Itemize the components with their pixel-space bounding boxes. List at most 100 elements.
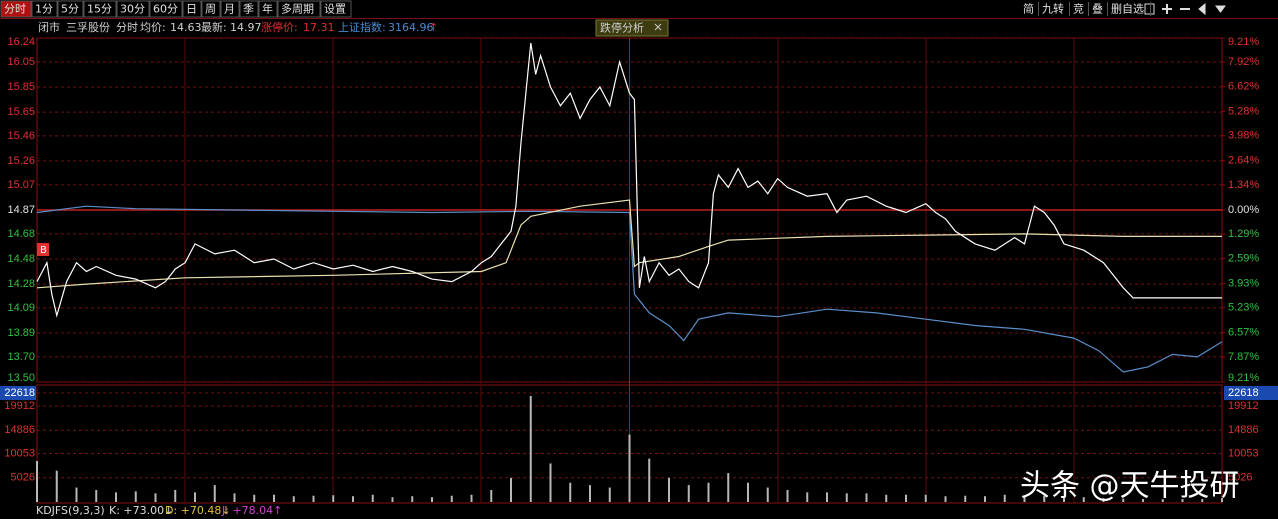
volume-bar xyxy=(786,489,789,502)
volume-bar xyxy=(687,485,690,502)
y-tick-label: 14.48 xyxy=(7,253,35,265)
tab[interactable] xyxy=(83,0,117,18)
volume-bar xyxy=(490,489,493,502)
y-tick-label: 13.50 xyxy=(7,372,35,384)
tab-label[interactable]: 月 xyxy=(224,3,235,16)
tab[interactable] xyxy=(116,0,150,18)
y2-tick-label: 7.87% xyxy=(1228,351,1259,363)
tab-label[interactable]: 5分 xyxy=(61,3,79,16)
volume-bar xyxy=(1003,494,1006,502)
tab[interactable] xyxy=(182,0,202,18)
y-tick-label: 14886 xyxy=(4,424,35,436)
volume-bar xyxy=(194,492,196,502)
volume-bar xyxy=(450,495,453,502)
y2-tick-label: 2.59% xyxy=(1228,252,1259,264)
limit-value: 17.31 xyxy=(303,21,335,34)
tab[interactable] xyxy=(258,0,278,18)
volume-bar xyxy=(1023,496,1026,502)
volume-bar xyxy=(233,493,236,502)
y-tick-label: 15.85 xyxy=(7,81,35,93)
avg-label: 均价: xyxy=(140,21,166,34)
y2-tick-label: 10053 xyxy=(1228,447,1259,459)
tab[interactable] xyxy=(31,0,58,18)
tab-label[interactable]: 年 xyxy=(262,2,273,16)
volume-bar xyxy=(608,487,611,502)
y-tick-label: 10053 xyxy=(4,447,35,459)
y-tick-label: 19912 xyxy=(4,400,35,412)
tab-label[interactable]: 设置 xyxy=(324,3,346,16)
button-label[interactable]: 跌停分析 xyxy=(600,21,644,35)
tab[interactable] xyxy=(220,0,240,18)
price-line xyxy=(36,42,1222,318)
tab[interactable] xyxy=(239,0,259,18)
y2-tick-label: 2.64% xyxy=(1228,155,1259,167)
tab[interactable] xyxy=(201,0,221,18)
y2-tick-label: 3.98% xyxy=(1228,130,1259,142)
y-tick-label: 15.26 xyxy=(7,155,35,167)
volume-bar xyxy=(75,487,78,502)
tab[interactable] xyxy=(320,0,352,18)
tab-label[interactable]: 季 xyxy=(243,3,254,16)
y2-tick-label: 1.34% xyxy=(1228,179,1259,191)
toolbar-button[interactable]: 简 xyxy=(1023,2,1034,16)
y2-tick-label: 0.00% xyxy=(1228,204,1259,216)
volume-bar xyxy=(134,491,137,502)
volume-bar xyxy=(668,477,670,502)
volume-bar xyxy=(766,487,769,502)
toolbar-button[interactable]: 九转 xyxy=(1042,2,1064,16)
volume-bar xyxy=(510,477,512,502)
y2-tick-label: 6.62% xyxy=(1228,80,1259,92)
tab-label[interactable]: 周 xyxy=(205,3,216,16)
tab-label[interactable]: 15分 xyxy=(87,3,112,16)
volume-bar xyxy=(826,492,828,502)
volume-bar xyxy=(273,494,275,502)
tab[interactable] xyxy=(57,0,84,18)
kdj-name: KDJFS(9,3,3) xyxy=(36,504,105,517)
y2-tick-label: 7.92% xyxy=(1228,56,1259,68)
tab-label[interactable]: 多周期 xyxy=(281,2,314,16)
tab-label[interactable]: 30分 xyxy=(120,3,145,16)
volume-bar xyxy=(905,494,907,502)
y-tick-label: 14.68 xyxy=(7,228,35,240)
volume-bar xyxy=(55,470,58,502)
tab-label[interactable]: 日 xyxy=(186,3,197,16)
latest-label: 最新: xyxy=(201,20,227,34)
y2-tick-label: 1.29% xyxy=(1228,228,1259,240)
toolbar-button[interactable]: 叠 xyxy=(1092,3,1103,16)
volume-bar xyxy=(569,482,572,502)
tab[interactable] xyxy=(277,0,321,18)
tab-label[interactable]: 1分 xyxy=(35,3,53,16)
y-tick-label: 16.05 xyxy=(7,56,35,68)
y2-tick-label: 9.21% xyxy=(1228,36,1259,48)
volume-bar xyxy=(312,495,315,502)
mode: 分时 xyxy=(116,21,138,34)
tab-label[interactable]: 60分 xyxy=(153,3,178,16)
volume-bar xyxy=(589,485,591,502)
toolbar-button[interactable]: 删自选 xyxy=(1111,3,1144,16)
y-tick-label: 13.89 xyxy=(7,327,35,339)
volume-bar xyxy=(154,493,157,502)
volume-bar xyxy=(1122,498,1125,502)
toolbar-button[interactable]: 竞 xyxy=(1073,2,1084,16)
volume-bar xyxy=(431,497,433,502)
volume-bar xyxy=(845,493,848,502)
volume-bar xyxy=(944,496,947,502)
tab[interactable] xyxy=(0,0,32,18)
index-value: 3164.96 xyxy=(388,21,434,34)
volume-bar xyxy=(707,482,710,502)
y-tick-label: 14.28 xyxy=(7,278,35,290)
tab-label[interactable]: 分时 xyxy=(4,3,26,16)
button-box[interactable] xyxy=(595,19,669,37)
marker-label: B xyxy=(40,245,47,256)
volume-bar xyxy=(964,495,967,502)
volume-bar xyxy=(95,489,98,502)
close-icon[interactable] xyxy=(654,23,662,31)
volume-bar xyxy=(36,461,38,502)
volume-bar xyxy=(628,434,631,502)
volume-bar xyxy=(115,492,117,502)
y2-tick-label: 9.21% xyxy=(1228,372,1259,384)
index-label: 上证指数: xyxy=(338,20,386,34)
volume-bar xyxy=(885,494,888,502)
tab[interactable] xyxy=(149,0,183,18)
